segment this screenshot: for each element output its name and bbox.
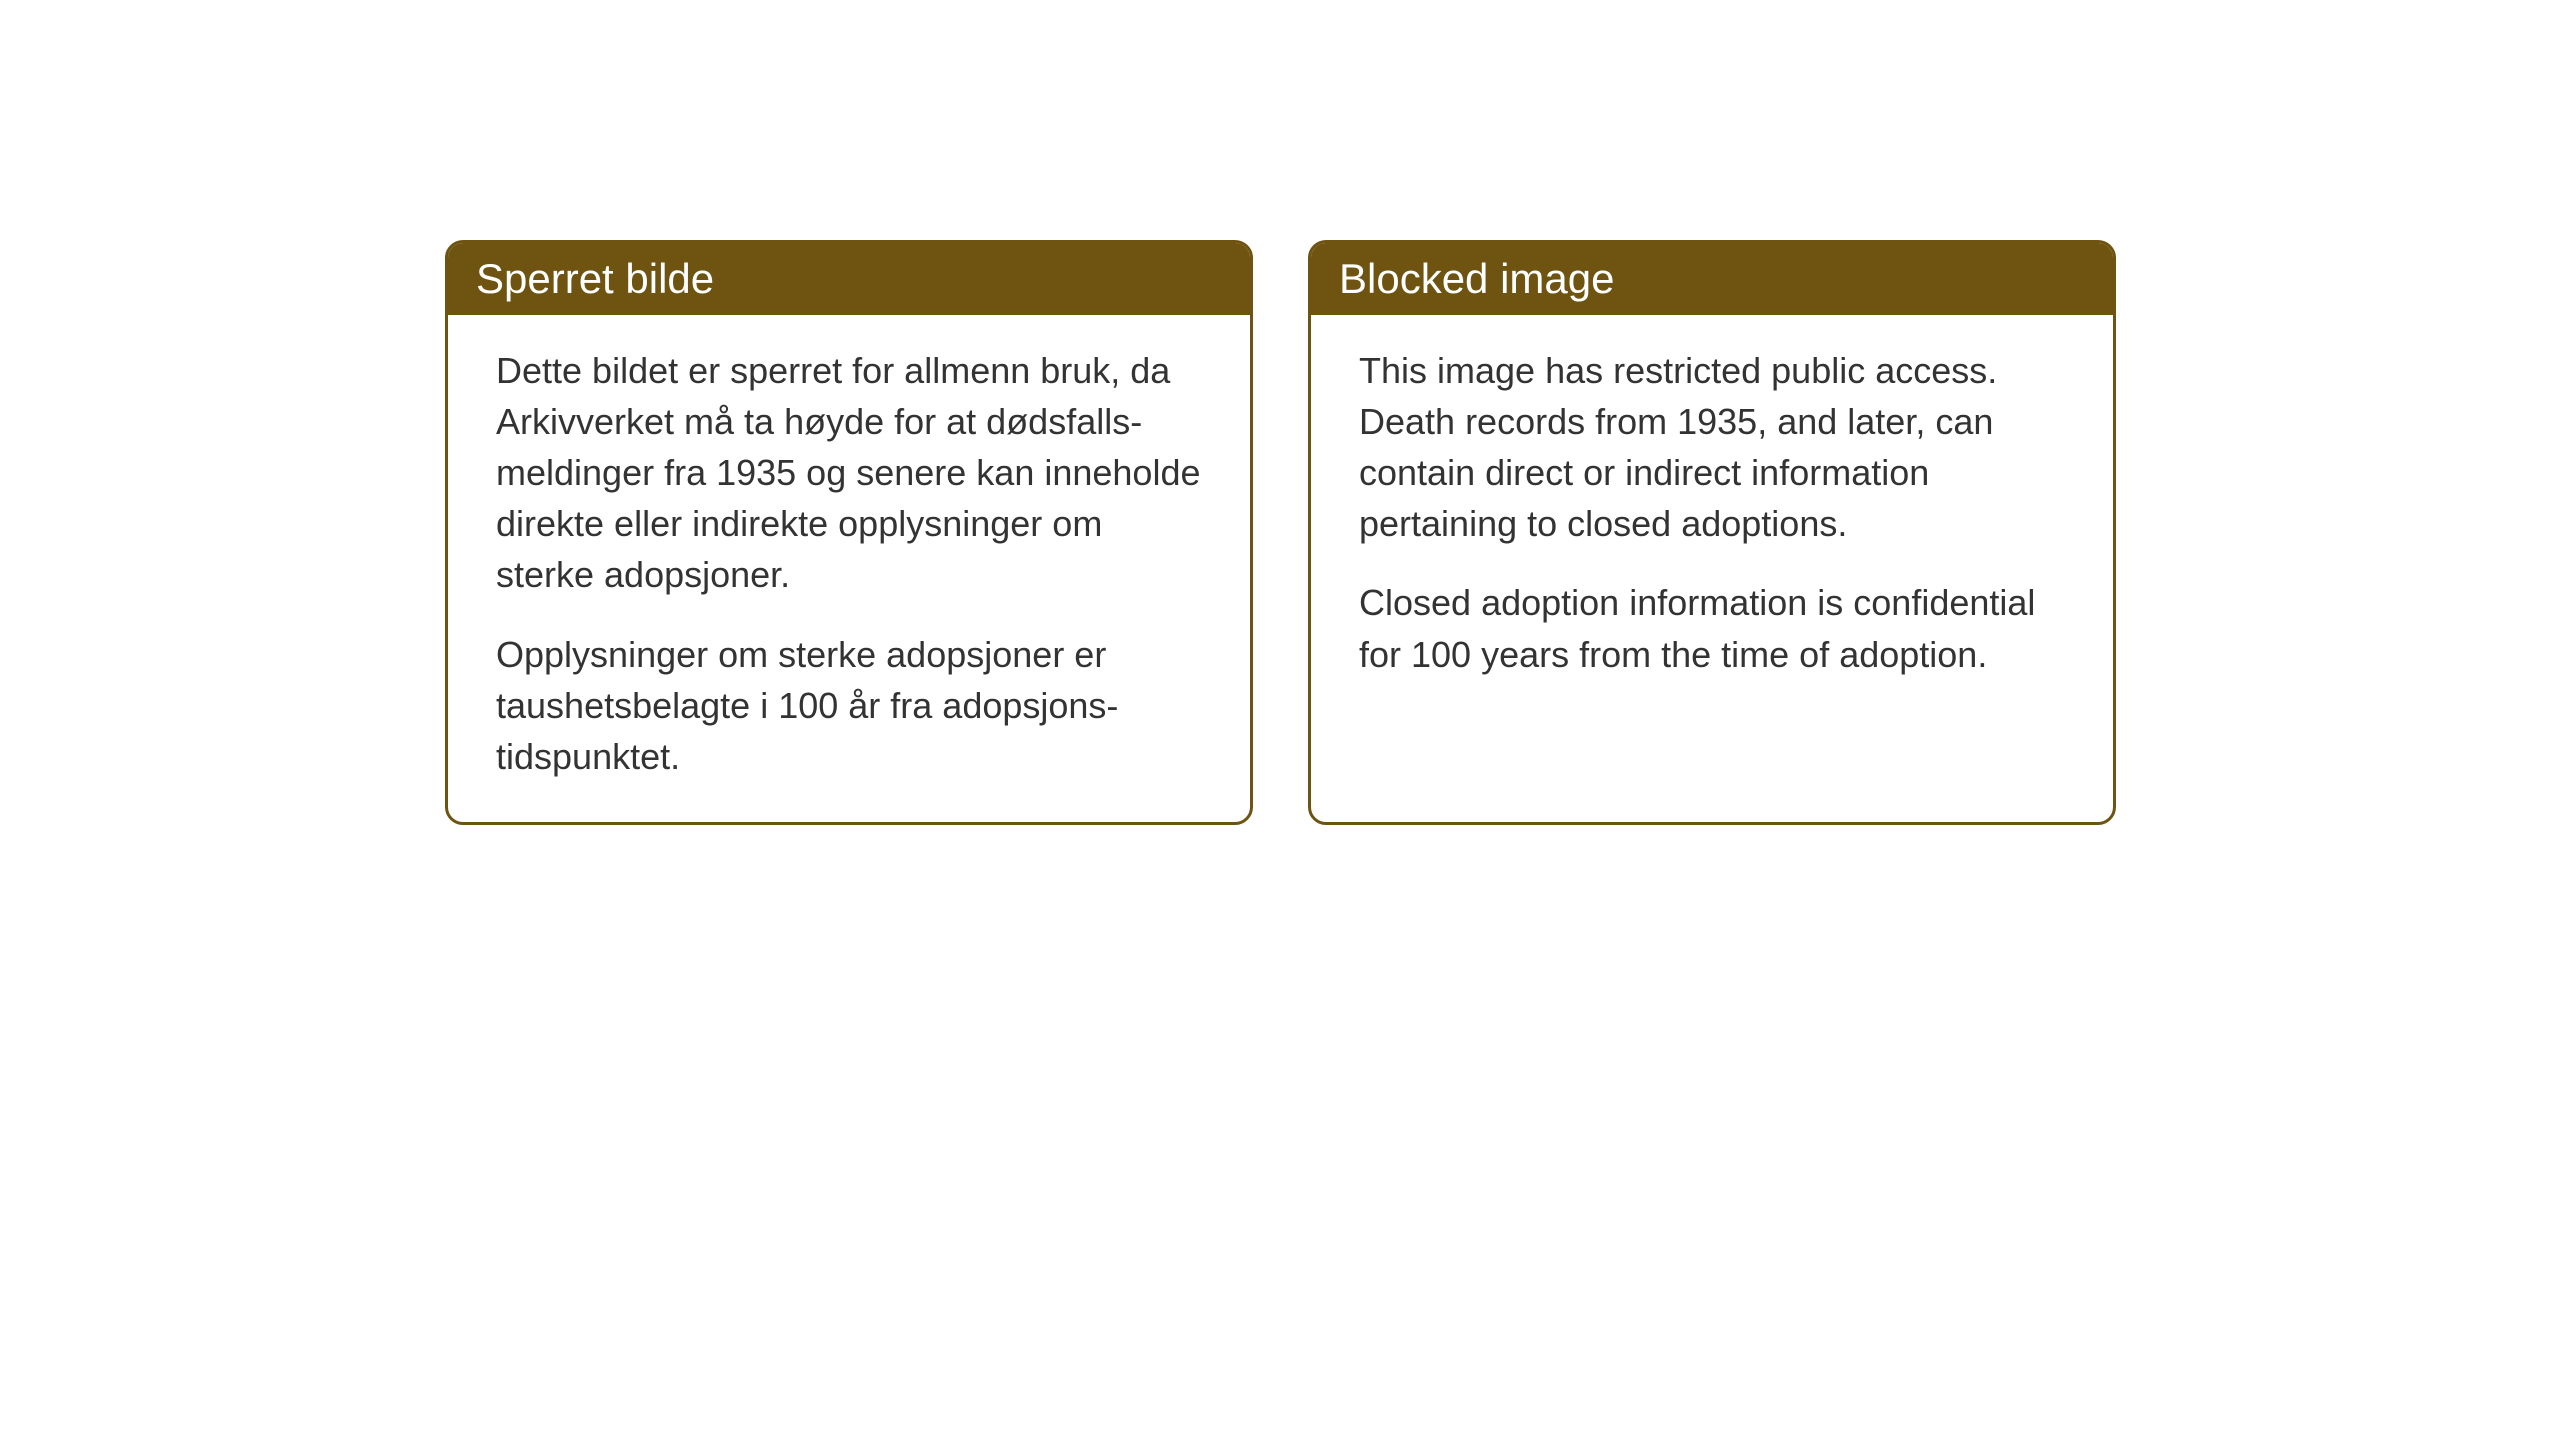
notice-card-norwegian: Sperret bilde Dette bildet er sperret fo… bbox=[445, 240, 1253, 825]
card-title-english: Blocked image bbox=[1339, 255, 1614, 302]
card-title-norwegian: Sperret bilde bbox=[476, 255, 714, 302]
card-paragraph-1-english: This image has restricted public access.… bbox=[1359, 345, 2065, 549]
card-header-norwegian: Sperret bilde bbox=[448, 243, 1250, 315]
card-header-english: Blocked image bbox=[1311, 243, 2113, 315]
card-body-norwegian: Dette bildet er sperret for allmenn bruk… bbox=[448, 315, 1250, 822]
card-paragraph-2-english: Closed adoption information is confident… bbox=[1359, 577, 2065, 679]
card-paragraph-2-norwegian: Opplysninger om sterke adopsjoner er tau… bbox=[496, 629, 1202, 782]
notice-card-english: Blocked image This image has restricted … bbox=[1308, 240, 2116, 825]
card-paragraph-1-norwegian: Dette bildet er sperret for allmenn bruk… bbox=[496, 345, 1202, 601]
notice-container: Sperret bilde Dette bildet er sperret fo… bbox=[445, 240, 2116, 825]
card-body-english: This image has restricted public access.… bbox=[1311, 315, 2113, 720]
